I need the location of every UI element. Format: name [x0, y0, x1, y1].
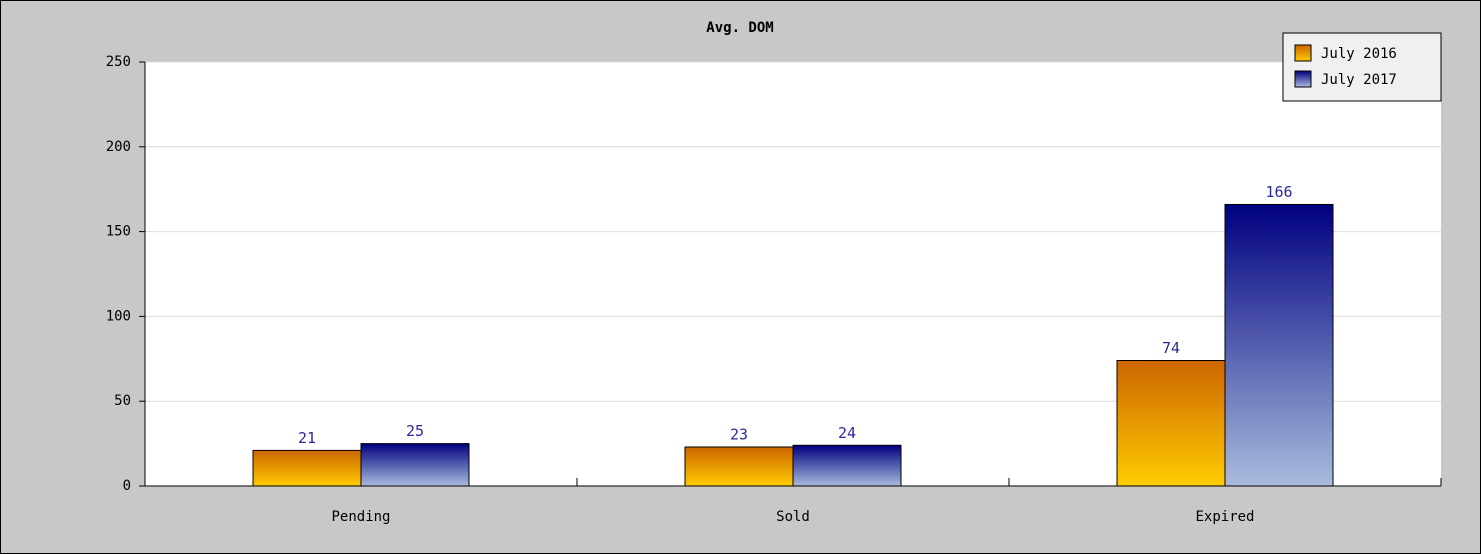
bar [360, 443, 470, 487]
value-label: 25 [406, 422, 424, 440]
legend-swatch [1294, 70, 1312, 88]
value-label: 23 [730, 425, 748, 443]
value-label: 21 [298, 429, 316, 447]
x-tick-label: Expired [1195, 509, 1254, 525]
y-tick-label: 200 [106, 139, 131, 155]
legend-swatch [1294, 44, 1312, 62]
bar [684, 446, 794, 487]
legend [1282, 32, 1442, 102]
x-tick-label: Pending [331, 509, 390, 525]
value-label: 166 [1265, 183, 1292, 201]
chart-title: Avg. DOM [706, 20, 773, 36]
y-tick-label: 250 [106, 54, 131, 70]
x-tick-label: Sold [776, 509, 810, 525]
bar [792, 444, 902, 487]
legend-label: July 2017 [1321, 72, 1397, 88]
y-tick-label: 150 [106, 224, 131, 240]
y-tick-label: 100 [106, 308, 131, 324]
bar [1116, 359, 1226, 487]
y-tick-label: 0 [123, 478, 131, 494]
bar [252, 449, 362, 487]
bar [1224, 203, 1334, 487]
y-tick-label: 50 [114, 393, 131, 409]
value-label: 24 [838, 424, 856, 442]
value-label: 74 [1162, 339, 1180, 357]
legend-label: July 2016 [1321, 46, 1397, 62]
